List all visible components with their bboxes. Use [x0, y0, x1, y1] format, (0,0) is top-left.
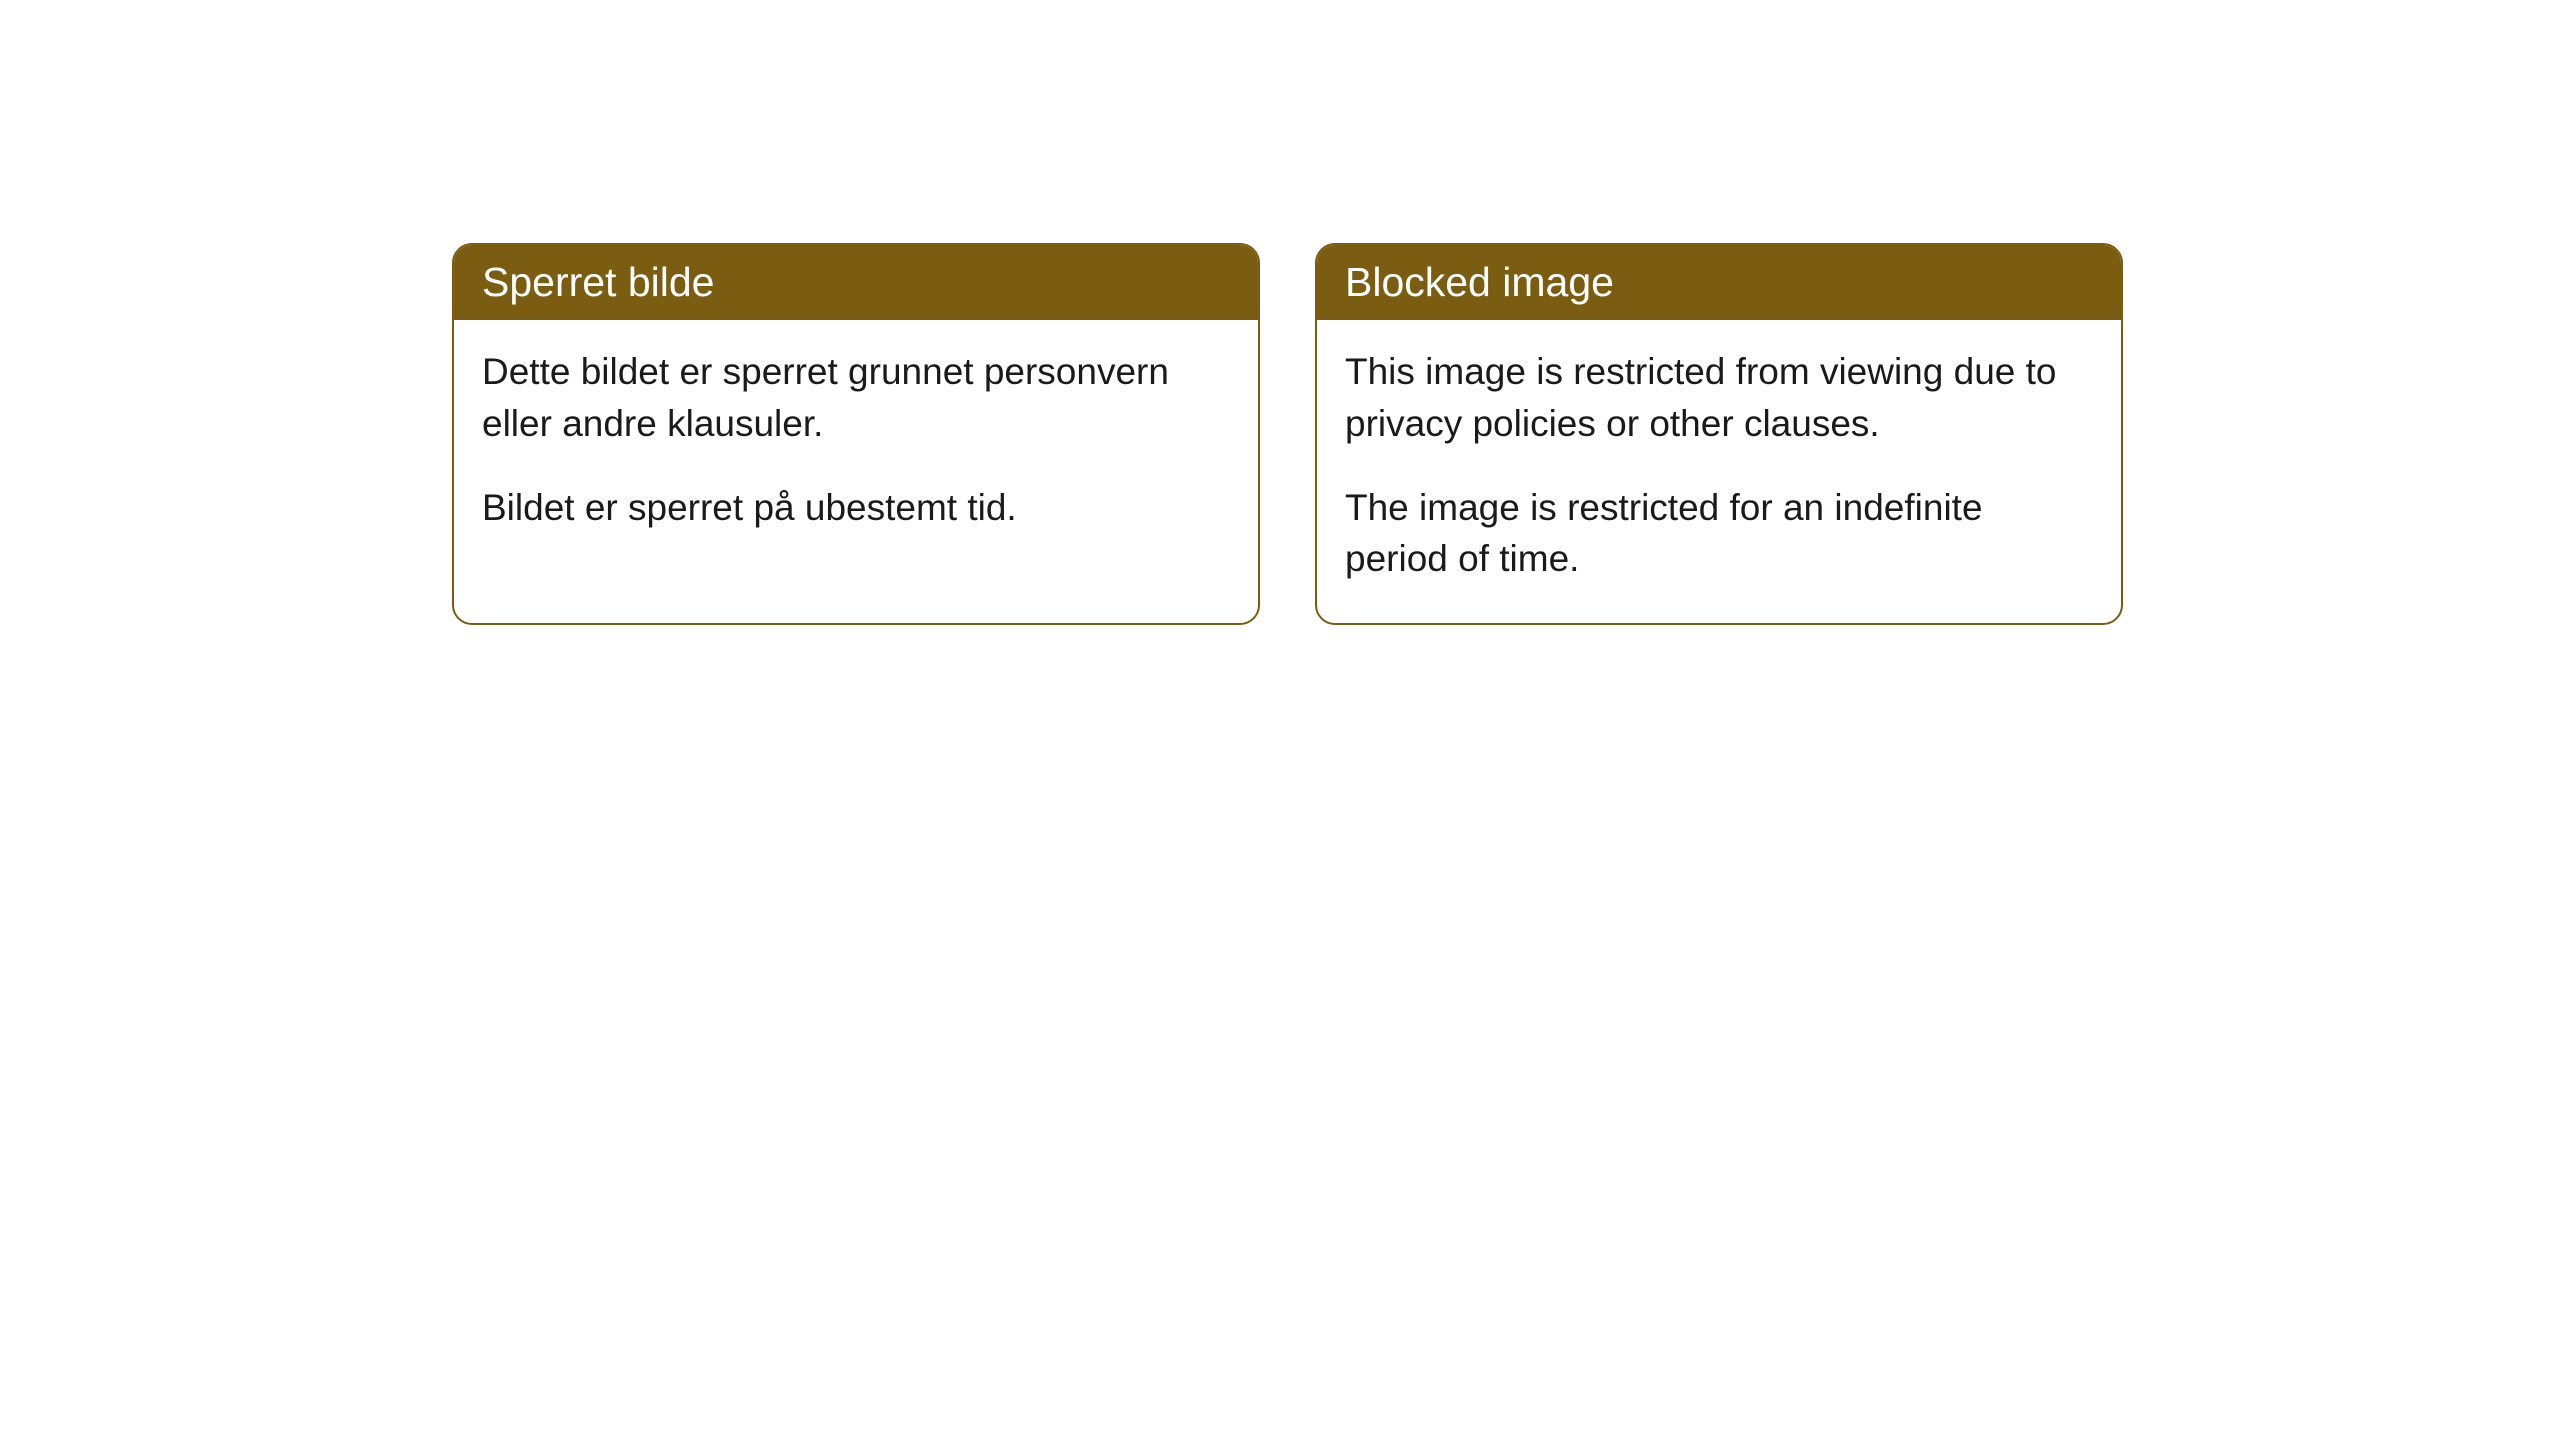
card-title-norwegian: Sperret bilde: [482, 259, 714, 305]
blocked-image-card-norwegian: Sperret bilde Dette bildet er sperret gr…: [452, 243, 1260, 625]
card-title-english: Blocked image: [1345, 259, 1614, 305]
card-body-english: This image is restricted from viewing du…: [1317, 320, 2121, 623]
card-body-norwegian: Dette bildet er sperret grunnet personve…: [454, 320, 1258, 571]
blocked-image-card-english: Blocked image This image is restricted f…: [1315, 243, 2123, 625]
card-header-norwegian: Sperret bilde: [454, 245, 1258, 320]
card-header-english: Blocked image: [1317, 245, 2121, 320]
card-text-2-english: The image is restricted for an indefinit…: [1345, 482, 2093, 586]
card-text-1-norwegian: Dette bildet er sperret grunnet personve…: [482, 346, 1230, 450]
card-text-1-english: This image is restricted from viewing du…: [1345, 346, 2093, 450]
notice-container: Sperret bilde Dette bildet er sperret gr…: [452, 243, 2123, 625]
card-text-2-norwegian: Bildet er sperret på ubestemt tid.: [482, 482, 1230, 534]
